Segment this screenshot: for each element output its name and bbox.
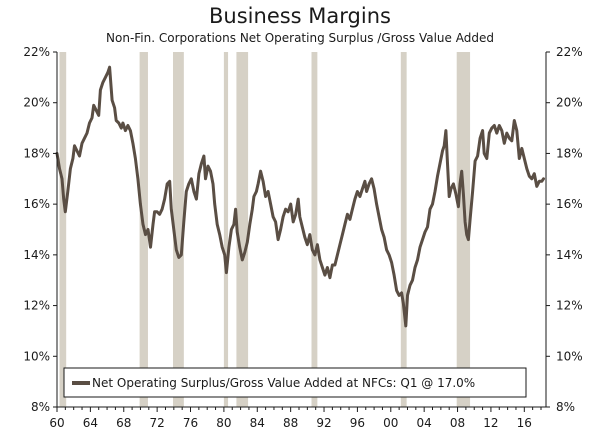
x-tick-label: 04 <box>417 416 432 430</box>
y-tick-label-left: 14% <box>23 248 50 262</box>
x-tick-label: 88 <box>283 416 298 430</box>
x-tick-label: 84 <box>250 416 265 430</box>
recession-band-5 <box>311 52 318 407</box>
y-tick-label-left: 10% <box>23 349 50 363</box>
axes: 8% 8% 10% 10% 12% 12% 14% 14% 16% 16% 18% 18% 20% 20%… <box>23 45 582 430</box>
y-tick-label-left: 18% <box>23 146 50 160</box>
x-tick-label: 16 <box>517 416 532 430</box>
x-tick-label: 68 <box>116 416 131 430</box>
y-tick-label-right: 8% <box>556 400 575 414</box>
y-tick-label-right: 12% <box>556 299 583 313</box>
x-tick-label: 72 <box>149 416 164 430</box>
x-tick-label: 12 <box>483 416 498 430</box>
y-tick-label-left: 22% <box>23 45 50 59</box>
y-tick-label-right: 20% <box>556 96 583 110</box>
recession-band-3 <box>223 52 229 407</box>
x-tick-label: 00 <box>383 416 398 430</box>
legend-label: Net Operating Surplus/Gross Value Added … <box>92 376 475 390</box>
legend: Net Operating Surplus/Gross Value Added … <box>63 367 527 398</box>
chart-subtitle: Non-Fin. Corporations Net Operating Surp… <box>106 31 494 45</box>
series-line-0 <box>55 65 545 328</box>
y-tick-label-left: 20% <box>23 96 50 110</box>
x-tick-label: 80 <box>216 416 231 430</box>
y-tick-label-right: 16% <box>556 197 583 211</box>
y-tick-label-right: 18% <box>556 146 583 160</box>
y-tick-label-right: 10% <box>556 349 583 363</box>
legend-box <box>63 367 527 398</box>
x-tick-label: 08 <box>450 416 465 430</box>
recession-band-2 <box>172 52 184 407</box>
x-tick-label: 92 <box>316 416 331 430</box>
recession-band-0 <box>59 52 67 407</box>
y-tick-label-right: 14% <box>556 248 583 262</box>
recession-band-7 <box>456 52 471 407</box>
x-tick-label: 64 <box>83 416 98 430</box>
chart-title: Business Margins <box>209 4 391 28</box>
recession-bands <box>59 52 471 407</box>
y-tick-label-left: 12% <box>23 299 50 313</box>
x-tick-label: 76 <box>183 416 198 430</box>
recession-band-6 <box>400 52 407 407</box>
x-tick-label: 60 <box>49 416 64 430</box>
y-tick-label-right: 22% <box>556 45 583 59</box>
x-tick-label: 96 <box>350 416 365 430</box>
y-tick-label-left: 16% <box>23 197 50 211</box>
y-tick-label-left: 8% <box>31 400 50 414</box>
series-layer <box>55 65 545 328</box>
recession-band-4 <box>236 52 249 407</box>
